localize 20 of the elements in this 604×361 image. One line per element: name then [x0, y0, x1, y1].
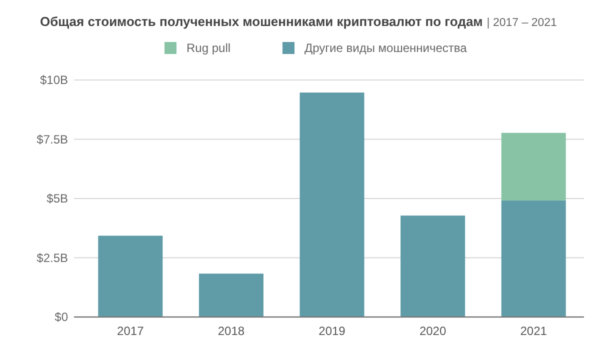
y-tick-label: $2.5B	[36, 250, 68, 265]
bar	[98, 236, 163, 317]
bar	[400, 216, 466, 317]
x-tick-label: 2021	[520, 324, 548, 338]
legend-label: Rug pull	[186, 41, 231, 55]
bar	[198, 274, 264, 317]
x-tick-label: 2020	[419, 324, 446, 338]
bar	[501, 132, 566, 200]
y-tick-label: $10B	[40, 73, 68, 88]
y-tick-label: $0	[54, 310, 68, 324]
y-tick-label: $7.5B	[36, 132, 68, 146]
legend-label: Другие виды мошенничества	[304, 41, 468, 55]
x-tick-label: 2018	[218, 324, 245, 338]
x-tick-label: 2019	[318, 324, 346, 338]
bar	[300, 92, 364, 317]
chart-subtitle: | 2017 – 2021	[486, 17, 557, 29]
chart-title: Общая стоимость полученных мошенниками криптовалют по годам	[40, 14, 483, 29]
x-tick-label: 2017	[117, 324, 144, 338]
y-tick-label: $5B	[46, 192, 68, 206]
bar	[501, 200, 566, 317]
